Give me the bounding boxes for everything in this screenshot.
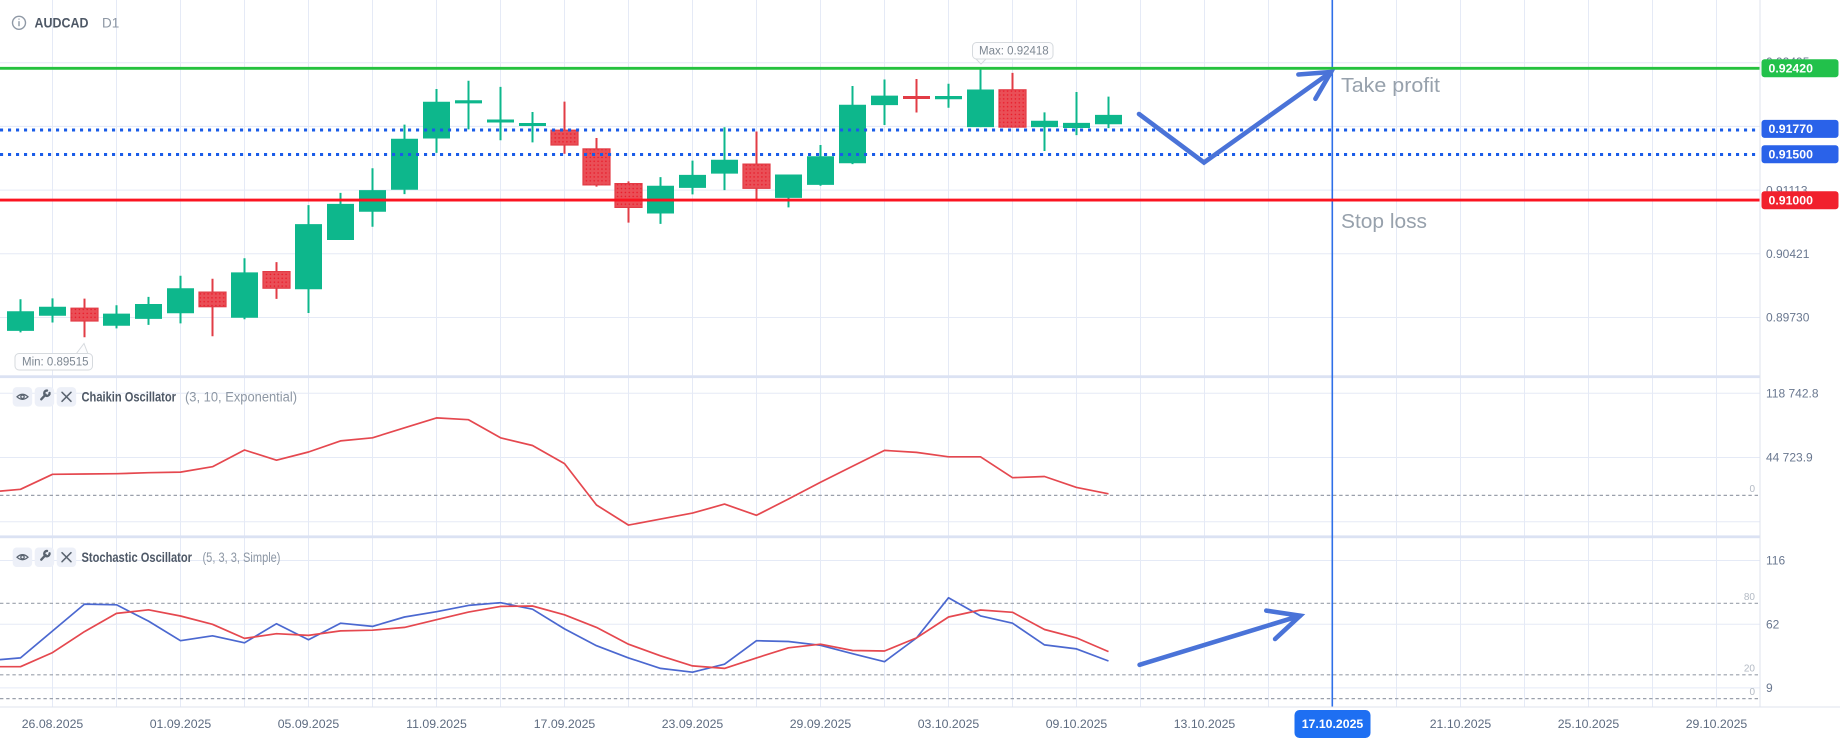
svg-text:118 742.8: 118 742.8: [1766, 387, 1819, 401]
svg-text:Min: 0.89515: Min: 0.89515: [22, 357, 89, 369]
svg-text:Chaikin Oscillator: Chaikin Oscillator: [82, 389, 177, 405]
svg-text:09.10.2025: 09.10.2025: [1046, 717, 1108, 731]
svg-text:05.09.2025: 05.09.2025: [278, 717, 340, 731]
svg-text:0.91770: 0.91770: [1769, 122, 1814, 136]
svg-text:0.89730: 0.89730: [1766, 311, 1810, 325]
svg-text:0: 0: [1749, 484, 1755, 495]
svg-text:26.08.2025: 26.08.2025: [22, 717, 84, 731]
svg-text:AUDCAD: AUDCAD: [35, 16, 89, 31]
svg-text:D1: D1: [102, 16, 119, 31]
svg-text:44 723.9: 44 723.9: [1766, 451, 1813, 465]
svg-text:Stop loss: Stop loss: [1341, 210, 1427, 233]
svg-text:0.90421: 0.90421: [1766, 247, 1810, 261]
svg-text:80: 80: [1744, 592, 1756, 603]
svg-text:Take profit: Take profit: [1341, 74, 1440, 97]
svg-text:Max: 0.92418: Max: 0.92418: [979, 46, 1049, 58]
svg-text:11.09.2025: 11.09.2025: [406, 717, 467, 731]
svg-text:0: 0: [1749, 687, 1755, 698]
svg-text:9: 9: [1766, 681, 1773, 695]
svg-text:03.10.2025: 03.10.2025: [918, 717, 980, 731]
svg-text:(5, 3, 3, Simple): (5, 3, 3, Simple): [203, 550, 281, 565]
svg-text:116: 116: [1766, 554, 1785, 568]
svg-text:20: 20: [1744, 663, 1756, 674]
svg-text:17.09.2025: 17.09.2025: [534, 717, 596, 731]
svg-text:Stochastic Oscillator: Stochastic Oscillator: [82, 549, 193, 565]
svg-text:13.10.2025: 13.10.2025: [1174, 717, 1236, 731]
svg-text:29.10.2025: 29.10.2025: [1686, 717, 1748, 731]
svg-text:21.10.2025: 21.10.2025: [1430, 717, 1492, 731]
svg-text:25.10.2025: 25.10.2025: [1558, 717, 1620, 731]
svg-text:29.09.2025: 29.09.2025: [790, 717, 852, 731]
svg-text:01.09.2025: 01.09.2025: [150, 717, 212, 731]
svg-text:0.91000: 0.91000: [1769, 194, 1814, 208]
svg-text:62: 62: [1766, 617, 1780, 631]
svg-text:0.91500: 0.91500: [1769, 148, 1814, 162]
svg-text:17.10.2025: 17.10.2025: [1302, 717, 1364, 731]
svg-text:(3, 10, Exponential): (3, 10, Exponential): [185, 390, 297, 405]
svg-text:0.92420: 0.92420: [1769, 62, 1814, 76]
svg-text:23.09.2025: 23.09.2025: [662, 717, 724, 731]
